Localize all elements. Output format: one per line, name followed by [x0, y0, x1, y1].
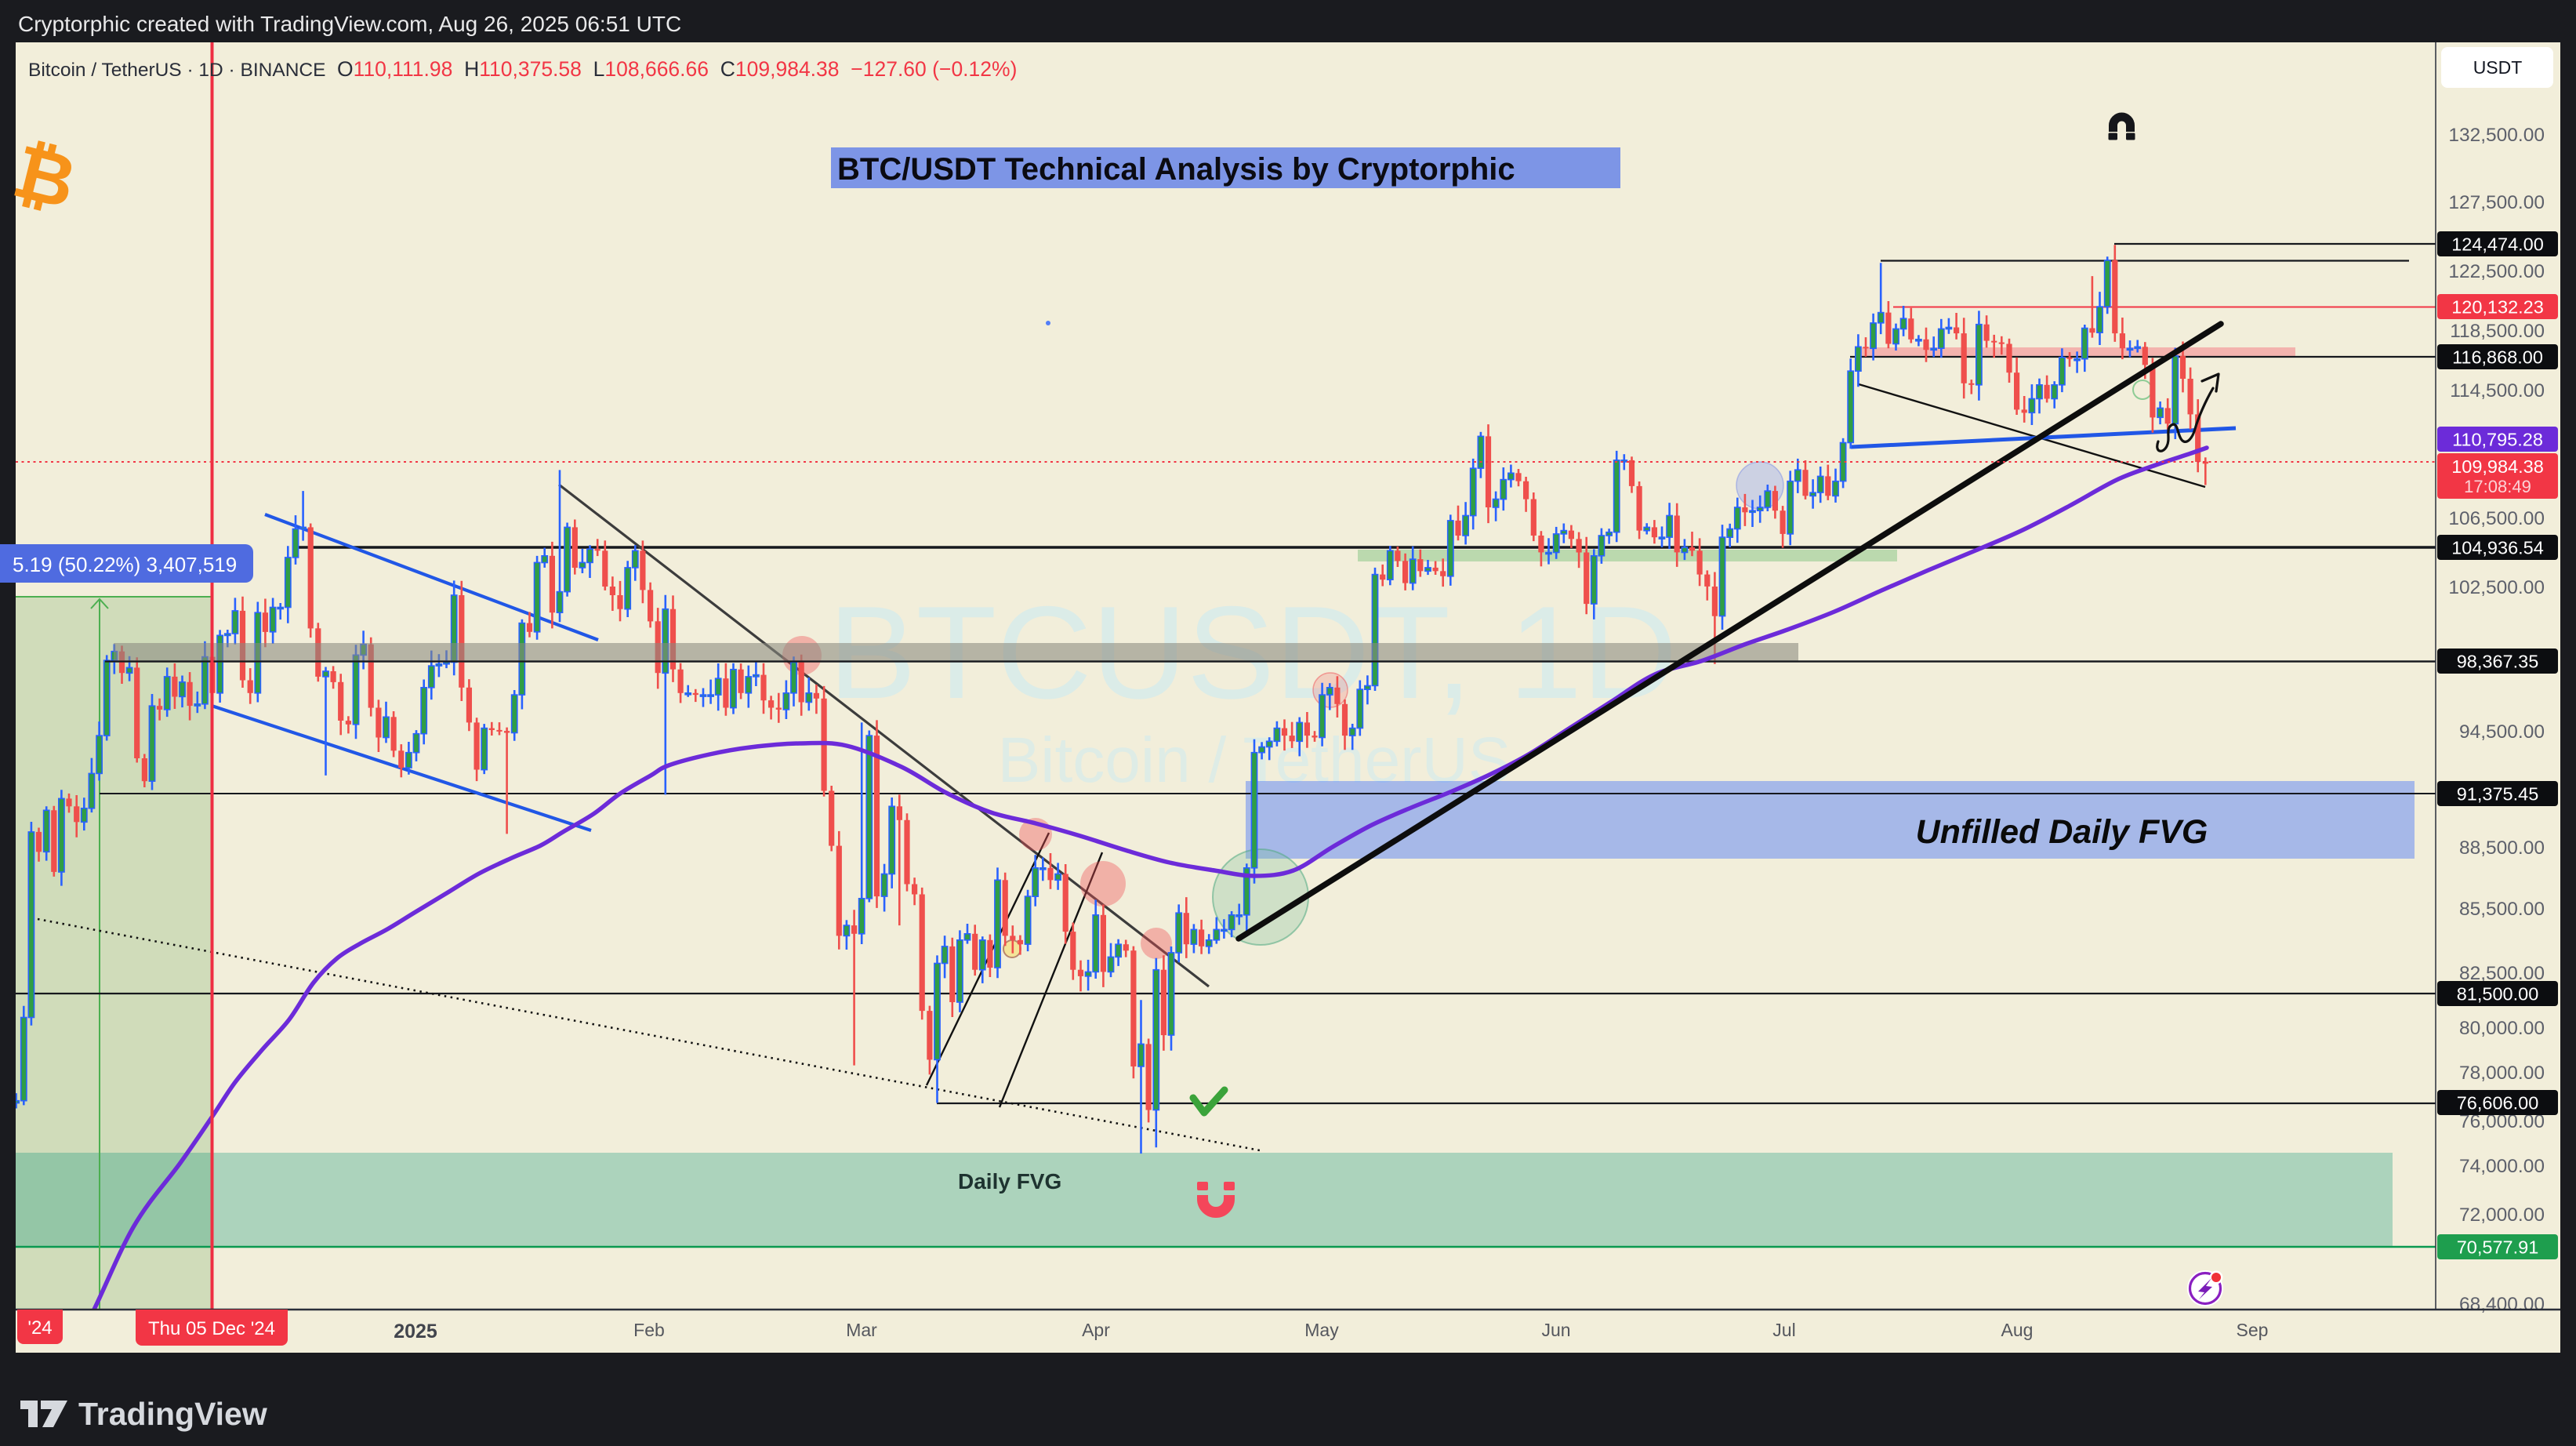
- svg-text:70,577.91: 70,577.91: [2457, 1237, 2539, 1258]
- svg-text:Unfilled Daily FVG: Unfilled Daily FVG: [1916, 813, 2208, 851]
- svg-text:91,375.45: 91,375.45: [2457, 784, 2539, 805]
- svg-text:94,500.00: 94,500.00: [2459, 721, 2545, 743]
- svg-text:Daily FVG: Daily FVG: [958, 1169, 1061, 1193]
- svg-text:82,500.00: 82,500.00: [2459, 963, 2545, 984]
- svg-text:72,000.00: 72,000.00: [2459, 1204, 2545, 1226]
- svg-text:110,795.28: 110,795.28: [2452, 430, 2543, 450]
- svg-text:5.19 (50.22%) 3,407,519: 5.19 (50.22%) 3,407,519: [13, 553, 237, 576]
- svg-text:Aug: Aug: [2001, 1320, 2034, 1340]
- svg-text:Sep: Sep: [2237, 1320, 2269, 1340]
- svg-text:Bitcoin / TetherUS · 1D · BINA: Bitcoin / TetherUS · 1D · BINANCE: [28, 60, 325, 81]
- svg-text:120,132.23: 120,132.23: [2451, 297, 2544, 318]
- svg-text:'24: '24: [27, 1317, 52, 1339]
- svg-text:BTC/USDT Technical Analysis by: BTC/USDT Technical Analysis by Cryptorph…: [837, 152, 1515, 187]
- svg-text:Apr: Apr: [1082, 1320, 1110, 1340]
- svg-text:Cryptorphic created with Tradi: Cryptorphic created with TradingView.com…: [18, 12, 681, 36]
- svg-text:Jun: Jun: [1541, 1320, 1570, 1340]
- svg-text:116,868.00: 116,868.00: [2452, 347, 2543, 368]
- svg-text:81,500.00: 81,500.00: [2457, 984, 2539, 1005]
- svg-text:122,500.00: 122,500.00: [2448, 261, 2545, 282]
- svg-text:109,984.38: 109,984.38: [2451, 456, 2544, 477]
- svg-text:Feb: Feb: [633, 1320, 665, 1340]
- svg-text:127,500.00: 127,500.00: [2448, 192, 2545, 213]
- svg-text:102,500.00: 102,500.00: [2448, 577, 2545, 598]
- svg-text:2025: 2025: [394, 1321, 437, 1342]
- svg-text:124,474.00: 124,474.00: [2451, 234, 2544, 255]
- svg-text:17:08:49: 17:08:49: [2464, 477, 2531, 496]
- svg-text:114,500.00: 114,500.00: [2450, 380, 2545, 401]
- svg-text:Jul: Jul: [1772, 1320, 1795, 1340]
- svg-text:68,400.00: 68,400.00: [2459, 1294, 2545, 1315]
- svg-text:106,500.00: 106,500.00: [2448, 508, 2545, 529]
- svg-text:TradingView: TradingView: [78, 1396, 267, 1432]
- svg-text:74,000.00: 74,000.00: [2459, 1156, 2545, 1177]
- svg-text:132,500.00: 132,500.00: [2448, 125, 2545, 146]
- svg-text:78,000.00: 78,000.00: [2459, 1063, 2545, 1084]
- svg-text:98,367.35: 98,367.35: [2457, 652, 2539, 672]
- svg-text:O110,111.98 H110,375.58 L108: O110,111.98 H110,375.58 L108,666.66 C109…: [337, 57, 1017, 81]
- svg-text:USDT: USDT: [2473, 57, 2523, 78]
- svg-text:104,936.54: 104,936.54: [2451, 538, 2544, 558]
- svg-text:Thu 05 Dec '24: Thu 05 Dec '24: [148, 1318, 275, 1339]
- svg-text:Mar: Mar: [846, 1320, 877, 1340]
- svg-text:85,500.00: 85,500.00: [2459, 899, 2545, 920]
- svg-text:88,500.00: 88,500.00: [2459, 837, 2545, 859]
- svg-text:May: May: [1304, 1320, 1339, 1340]
- svg-text:118,500.00: 118,500.00: [2450, 321, 2545, 342]
- svg-text:80,000.00: 80,000.00: [2459, 1018, 2545, 1039]
- svg-text:76,606.00: 76,606.00: [2457, 1093, 2539, 1114]
